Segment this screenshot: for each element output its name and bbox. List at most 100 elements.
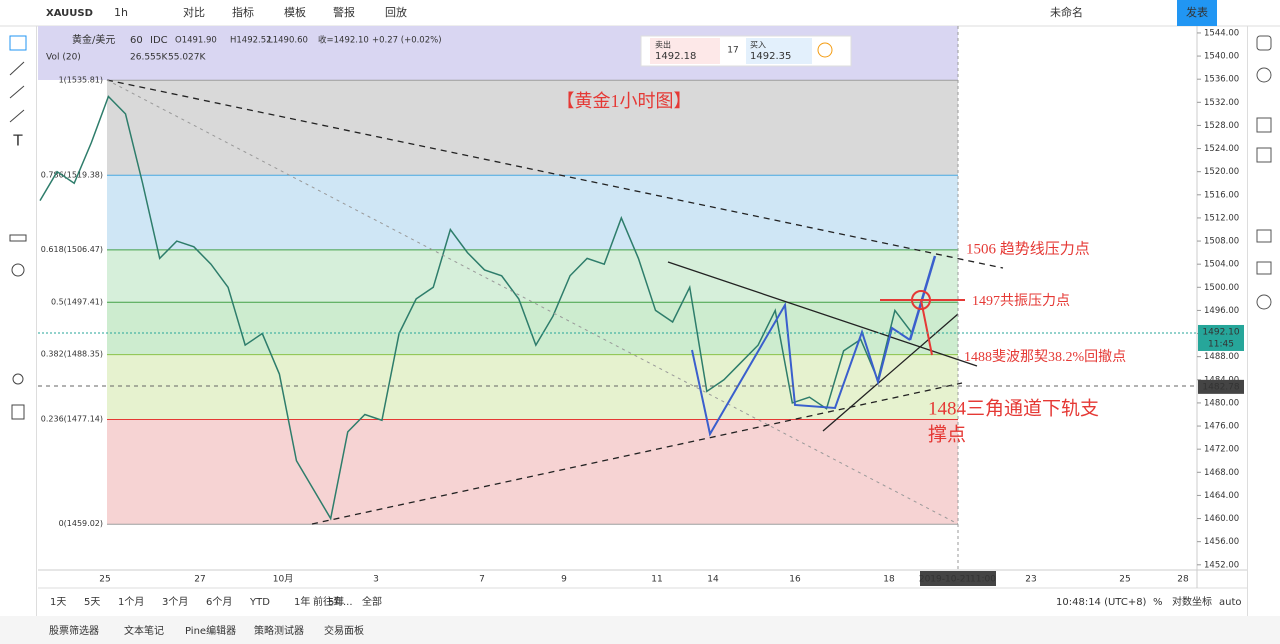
range-button[interactable]: 1年 — [294, 595, 310, 608]
fib-label: 0.236(1477.14) — [41, 414, 103, 423]
range-button[interactable]: 1天 — [50, 597, 66, 608]
divider — [36, 26, 37, 616]
legend-vol: Vol (20) — [46, 53, 81, 63]
fib-band — [107, 354, 958, 420]
y-tick-label: 1456.00 — [1204, 537, 1239, 547]
side-icon[interactable] — [1256, 35, 1272, 51]
fib-band — [107, 175, 958, 250]
x-tick-label: 14 — [707, 575, 719, 585]
drawing-line — [106, 79, 959, 525]
top-bar — [0, 0, 1280, 26]
side-icon[interactable] — [1256, 229, 1272, 243]
x-tick-label: 23 — [1025, 575, 1036, 585]
fib-band — [107, 249, 958, 303]
tool-icon[interactable] — [9, 109, 25, 123]
side-icon[interactable] — [1256, 67, 1272, 83]
interval[interactable]: 1h — [114, 6, 128, 19]
cursor-price: 1482.78 — [1202, 382, 1239, 392]
annotation: 1506 趋势线压力点 — [966, 240, 1090, 257]
tool-icon[interactable] — [9, 234, 27, 242]
goto[interactable]: 前往到... — [313, 595, 353, 608]
range-button[interactable]: 5年 — [328, 595, 344, 608]
y-tick-label: 1480.00 — [1204, 398, 1239, 408]
annotation: 1484三角通道下轨支 — [928, 397, 1099, 419]
y-tick-label: 1460.00 — [1204, 514, 1239, 524]
toolbar-item[interactable]: 指标 — [232, 5, 254, 19]
buy-box — [746, 38, 812, 64]
auto-scale[interactable]: auto — [1219, 597, 1242, 608]
range-button[interactable]: 6个月 — [206, 596, 232, 608]
fib-label: 1(1535.81) — [59, 75, 103, 84]
tool-icon[interactable] — [11, 263, 25, 277]
tool-icon[interactable] — [9, 35, 27, 51]
y-tick-label: 1452.00 — [1204, 560, 1239, 570]
log-scale[interactable]: 对数坐标 — [1172, 595, 1212, 608]
x-tick-label: 28 — [1177, 575, 1189, 585]
range-button[interactable]: 1个月 — [118, 596, 144, 608]
info-icon — [817, 42, 833, 58]
y-tick-label: 1476.00 — [1204, 422, 1239, 432]
y-tick-label: 1496.00 — [1204, 306, 1239, 316]
last-price: 1492.10 — [1202, 327, 1239, 337]
range-button[interactable]: 3个月 — [162, 596, 188, 608]
symbol[interactable]: XAUUSD — [46, 8, 93, 19]
sell-price[interactable]: 1492.18 — [655, 51, 696, 62]
toolbar-item[interactable]: 回放 — [385, 5, 407, 19]
legend-change: +0.27 (+0.02%) — [372, 36, 442, 46]
layout-name[interactable]: 未命名 — [1050, 5, 1083, 19]
spread: 17 — [727, 46, 738, 56]
side-icon[interactable] — [1256, 117, 1272, 133]
legend-low: L1490.60 — [268, 36, 308, 46]
wave-line — [691, 301, 911, 437]
side-icon[interactable] — [1256, 147, 1272, 163]
bottom-tab[interactable]: 策略测试器 — [254, 624, 304, 637]
tool-icon[interactable] — [11, 404, 25, 420]
range-button[interactable]: YTD — [249, 597, 270, 608]
bottom-tab[interactable]: 文本笔记 — [124, 624, 164, 637]
sell-label[interactable]: 卖出 — [655, 40, 671, 50]
x-tick-label: 7 — [479, 575, 485, 585]
x-tick-label: 16 — [789, 575, 801, 585]
y-tick-label: 1536.00 — [1204, 75, 1239, 85]
drawing-line — [920, 299, 933, 356]
buy-price[interactable]: 1492.35 — [750, 51, 791, 62]
tool-icon[interactable] — [12, 373, 24, 385]
bottom-tabs — [0, 616, 1280, 644]
legend-period: 60 — [130, 35, 143, 46]
toolbar-item[interactable]: 警报 — [333, 5, 355, 19]
x-tick-label: 10月 — [273, 574, 293, 585]
bottom-tab[interactable]: 股票筛选器 — [49, 624, 99, 637]
toolbar-item[interactable]: 模板 — [284, 5, 306, 19]
buy-label[interactable]: 买入 — [750, 41, 766, 50]
y-tick-label: 1512.00 — [1204, 213, 1239, 223]
range-button[interactable]: 5天 — [84, 597, 100, 608]
bottom-tab[interactable]: 交易面板 — [324, 624, 364, 637]
tool-icon[interactable] — [9, 85, 25, 99]
annotation: 撑点 — [928, 423, 966, 445]
last-price-tag — [1198, 324, 1244, 351]
side-icon[interactable] — [1256, 261, 1272, 275]
range-button[interactable]: 全部 — [362, 595, 382, 608]
tool-icon[interactable] — [9, 61, 25, 76]
drawing-line — [822, 313, 959, 432]
toolbar-item[interactable]: 对比 — [183, 5, 205, 19]
publish-label[interactable]: 发表 — [1186, 5, 1208, 19]
x-tick-label: 25 — [99, 575, 110, 585]
side-icon[interactable] — [1256, 294, 1272, 310]
legend-open: O1491.90 — [175, 36, 217, 46]
pct[interactable]: % — [1153, 597, 1163, 608]
fib-label: 0.618(1506.47) — [41, 245, 103, 254]
fib-band — [107, 80, 958, 176]
y-tick-label: 1508.00 — [1204, 237, 1239, 247]
legend-vol1: 26.555K — [130, 53, 168, 63]
bottom-tab[interactable]: Pine编辑器 — [185, 624, 236, 637]
tool-icon[interactable]: T — [12, 132, 23, 150]
publish-button[interactable] — [1177, 0, 1217, 26]
drawing-line — [667, 261, 978, 367]
y-tick-label: 1468.00 — [1204, 468, 1239, 478]
drawing-line — [311, 382, 963, 525]
cursor-time: 11:00 — [970, 575, 996, 585]
x-tick-label: 18 — [883, 575, 895, 585]
